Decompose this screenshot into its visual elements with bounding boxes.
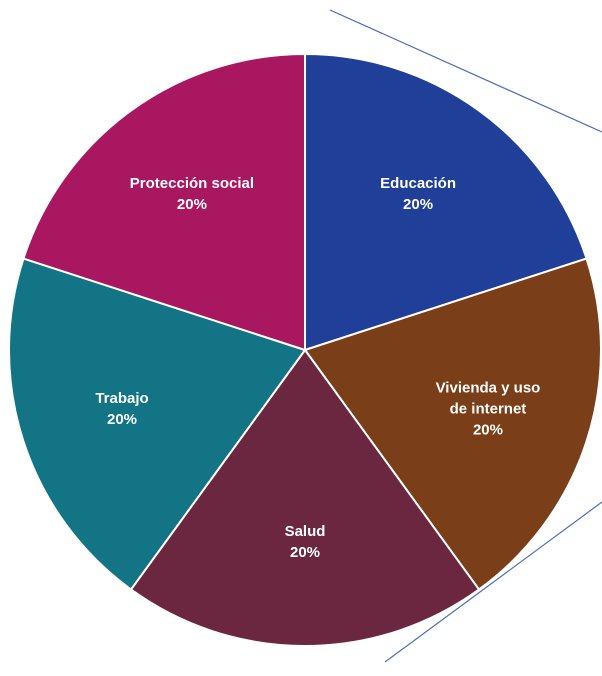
category-label: Protección social xyxy=(129,175,255,193)
slice-label: Vivienda y uso de internet 20% xyxy=(431,378,545,441)
category-label: Trabajo xyxy=(95,390,149,408)
value-label: 20% xyxy=(176,196,207,214)
decor-line xyxy=(384,501,602,663)
pie-slice xyxy=(304,52,588,352)
pie-slice xyxy=(303,257,602,591)
value-label: 20% xyxy=(472,421,503,439)
category-label: Educación xyxy=(380,175,457,193)
slice-label: Salud 20% xyxy=(285,521,326,563)
value-label: 20% xyxy=(106,411,138,429)
category-label: Vivienda y uso de internet xyxy=(435,379,541,418)
pie-slice xyxy=(129,348,481,647)
value-label: 20% xyxy=(403,196,434,214)
category-label: Salud xyxy=(284,523,326,541)
pie-slice xyxy=(8,257,307,591)
slice-label: Trabajo 20% xyxy=(95,388,148,430)
slice-label: Educación 20% xyxy=(380,173,456,215)
slice-label: Protección social 20% xyxy=(130,173,254,215)
value-label: 20% xyxy=(289,544,321,562)
pie-slice xyxy=(22,52,306,352)
pie xyxy=(8,52,602,647)
decor-line xyxy=(329,9,602,133)
